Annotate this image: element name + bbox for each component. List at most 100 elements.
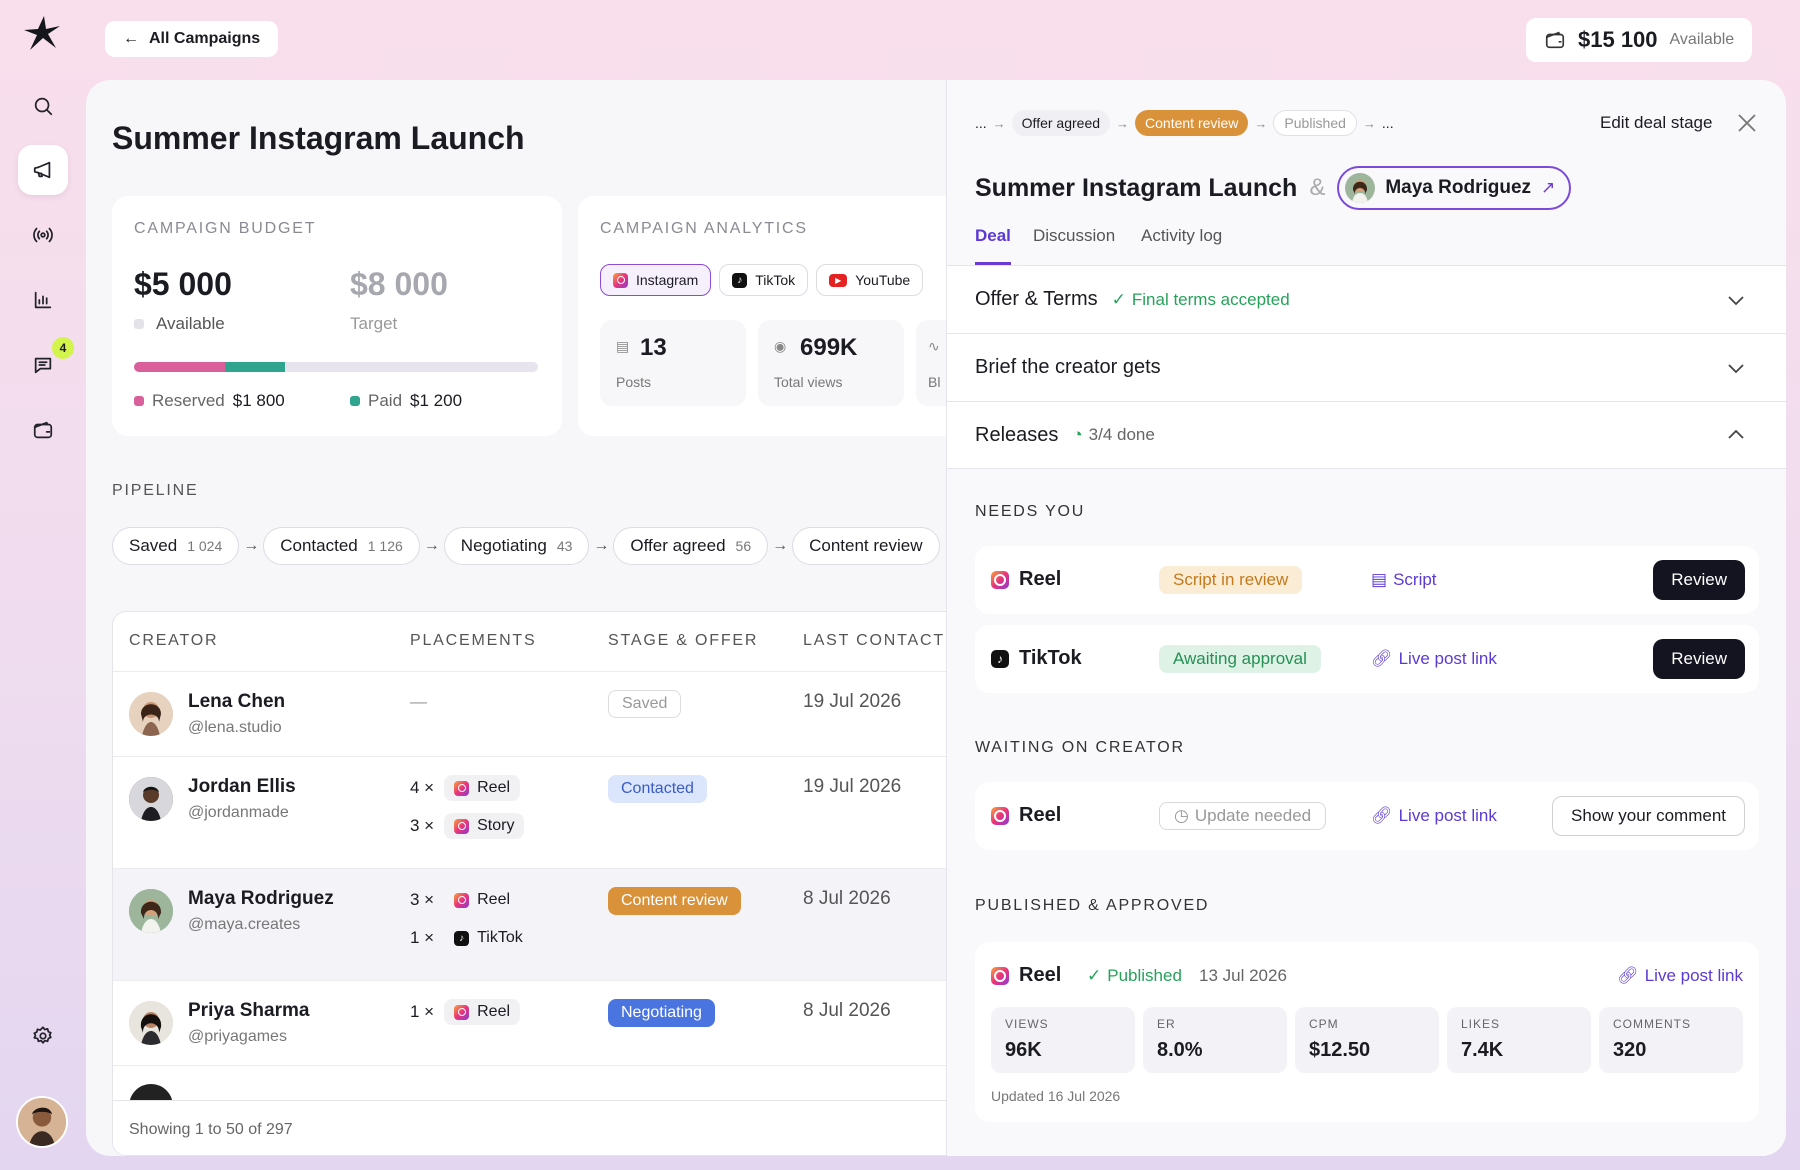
paid-label: Paid <box>368 391 403 410</box>
tab-discussion[interactable]: Discussion <box>1033 226 1116 245</box>
chip-label: Instagram <box>636 272 699 288</box>
last-contact: 19 Jul 2026 <box>803 691 902 712</box>
placement-type: Reel <box>477 891 511 908</box>
all-campaigns-button[interactable]: ← All Campaigns <box>105 21 279 57</box>
check-icon: ✓ <box>1087 966 1102 985</box>
logo-star-icon[interactable] <box>22 14 62 54</box>
analytics-chart-icon[interactable] <box>18 275 68 325</box>
pipeline-stage-negotiating[interactable]: Negotiating 43 <box>443 527 590 565</box>
views-stat: ◉ 699K Total views <box>758 320 904 406</box>
table-row[interactable]: Priya Sharma @priyagames 1 × Reel Negotia… <box>113 981 991 1066</box>
paid-amount: $1 200 <box>410 391 463 410</box>
close-icon[interactable] <box>1735 111 1759 135</box>
script-link[interactable]: ▤ Script <box>1371 570 1437 590</box>
crumb-content-review[interactable]: Content review <box>1135 110 1249 136</box>
col-header-creator[interactable]: CREATOR <box>129 632 219 649</box>
release-kind-label: Reel <box>1019 568 1062 590</box>
wallet-balance[interactable]: $15 100 Available <box>1526 18 1753 62</box>
live-post-link[interactable]: 🔗︎ Live post link <box>1617 966 1743 986</box>
posts-value: 13 <box>640 334 667 361</box>
col-header-last-contact[interactable]: LAST CONTACT <box>803 632 945 649</box>
messages-badge: 4 <box>52 337 74 359</box>
arrow-right-icon: → <box>593 537 610 554</box>
pipeline-stage-content-review[interactable]: Content review <box>792 527 940 565</box>
release-item: Reel Script in review ▤ Script Review <box>975 546 1759 614</box>
table-row[interactable]: Jordan Ellis @jordanmade 4 × Reel 3 × Stor… <box>113 757 991 869</box>
release-item: ♪ TikTok Awaiting approval 🔗︎ Live post li… <box>975 625 1759 693</box>
arrow-right-icon: → <box>1254 115 1268 131</box>
pipeline-stage-saved[interactable]: Saved 1 024 <box>112 527 240 565</box>
crumb-published[interactable]: Published <box>1273 110 1357 136</box>
metric-value: 7.4K <box>1461 1039 1504 1061</box>
link-icon: 🔗︎ <box>1371 806 1393 825</box>
broadcast-icon[interactable] <box>18 210 68 260</box>
tiktok-icon: ♪ <box>454 930 470 946</box>
release-status: Script in review <box>1159 566 1303 594</box>
wallet-caption: Available <box>1669 31 1735 48</box>
page-title: Summer Instagram Launch <box>112 120 525 156</box>
placement-count: 1 × <box>410 1002 435 1021</box>
settings-gear-icon[interactable] <box>18 1011 68 1061</box>
release-status: Awaiting approval <box>1159 645 1321 673</box>
accordion-title: Releases <box>975 423 1059 446</box>
search-icon[interactable] <box>18 81 68 131</box>
edit-deal-stage-link[interactable]: Edit deal stage <box>1600 113 1713 132</box>
placement-count: 3 × <box>410 890 435 909</box>
col-header-placements[interactable]: PLACEMENTS <box>410 632 537 649</box>
accordion-brief[interactable]: Brief the creator gets <box>947 333 1786 401</box>
user-avatar[interactable] <box>16 1096 68 1148</box>
review-button[interactable]: Review <box>1653 560 1745 600</box>
section-needs-you: NEEDS YOU <box>975 503 1086 520</box>
stage-label: Negotiating <box>460 536 547 555</box>
tab-activity-log[interactable]: Activity log <box>1141 226 1223 245</box>
tab-deal[interactable]: Deal <box>975 226 1011 245</box>
link-label: Script <box>1393 570 1437 589</box>
paid-legend: Paid $1 200 <box>350 391 462 411</box>
stage-label: Contacted <box>280 536 358 555</box>
platform-chip-instagram[interactable]: Instagram <box>600 264 712 296</box>
crumb-ellipsis[interactable]: ... <box>1381 115 1394 131</box>
placement-type: TikTok <box>477 929 523 946</box>
pipeline-stage-contacted[interactable]: Contacted 1 126 <box>263 527 420 565</box>
tab-deal-underline <box>975 262 1011 265</box>
show-comment-button[interactable]: Show your comment <box>1552 796 1745 836</box>
campaigns-megaphone-icon[interactable] <box>18 145 68 195</box>
accordion-offer-terms[interactable]: Offer & Terms ✓ Final terms accepted <box>947 265 1786 333</box>
wallet-icon[interactable] <box>18 405 68 455</box>
last-contact: 8 Jul 2026 <box>803 888 891 909</box>
creator-name: Jordan Ellis <box>188 776 296 797</box>
platform-chip-tiktok[interactable]: ♪ TikTok <box>719 264 809 296</box>
reserved-segment <box>134 362 225 372</box>
available-label-row: Available <box>134 314 225 334</box>
release-kind-label: Reel <box>1019 804 1062 826</box>
messages-icon[interactable] <box>18 340 68 390</box>
table-row-selected[interactable]: Maya Rodriguez @maya.creates 3 × Reel 1 ×… <box>113 869 991 981</box>
table-header: CREATOR PLACEMENTS STAGE & OFFER LAST CO… <box>113 612 991 672</box>
chip-label: YouTube <box>855 272 911 288</box>
accordion-releases[interactable]: Releases ◔ 3/4 done <box>947 401 1786 469</box>
analytics-heading: CAMPAIGN ANALYTICS <box>600 220 808 237</box>
live-post-link[interactable]: 🔗︎ Live post link <box>1371 806 1497 826</box>
link-icon: 🔗︎ <box>1617 966 1639 985</box>
creator-chip[interactable]: Maya Rodriguez ↗ <box>1337 166 1572 210</box>
link-icon: 🔗︎ <box>1371 649 1393 668</box>
table-row[interactable]: Lena Chen @lena.studio — Saved 19 Jul 20… <box>113 672 991 757</box>
stage-count: 1 126 <box>367 538 403 554</box>
pipeline-stage-offer-agreed[interactable]: Offer agreed 56 <box>613 527 769 565</box>
offer-status: ✓ Final terms accepted <box>1112 290 1290 310</box>
live-post-link[interactable]: 🔗︎ Live post link <box>1371 649 1497 669</box>
platform-chip-youtube[interactable]: ▶ YouTube <box>816 264 924 296</box>
accordion-title: Offer & Terms <box>975 288 1098 310</box>
crumb-offer-agreed[interactable]: Offer agreed <box>1011 110 1111 136</box>
instagram-icon <box>454 892 470 908</box>
release-status-text: Update needed <box>1194 806 1312 825</box>
crumb-ellipsis[interactable]: ... <box>975 115 987 131</box>
creator-handle: @jordanmade <box>188 804 289 821</box>
col-header-stage[interactable]: STAGE & OFFER <box>608 632 759 649</box>
metric-likes: LIKES 7.4K <box>1447 1007 1591 1073</box>
review-button[interactable]: Review <box>1653 639 1745 679</box>
pipeline-stages: Saved 1 024 → Contacted 1 126 → Negotiatin… <box>112 527 940 565</box>
releases-status: ◔ 3/4 done <box>1072 425 1154 445</box>
instagram-icon <box>454 780 470 796</box>
metric-label: VIEWS <box>1005 1017 1049 1031</box>
